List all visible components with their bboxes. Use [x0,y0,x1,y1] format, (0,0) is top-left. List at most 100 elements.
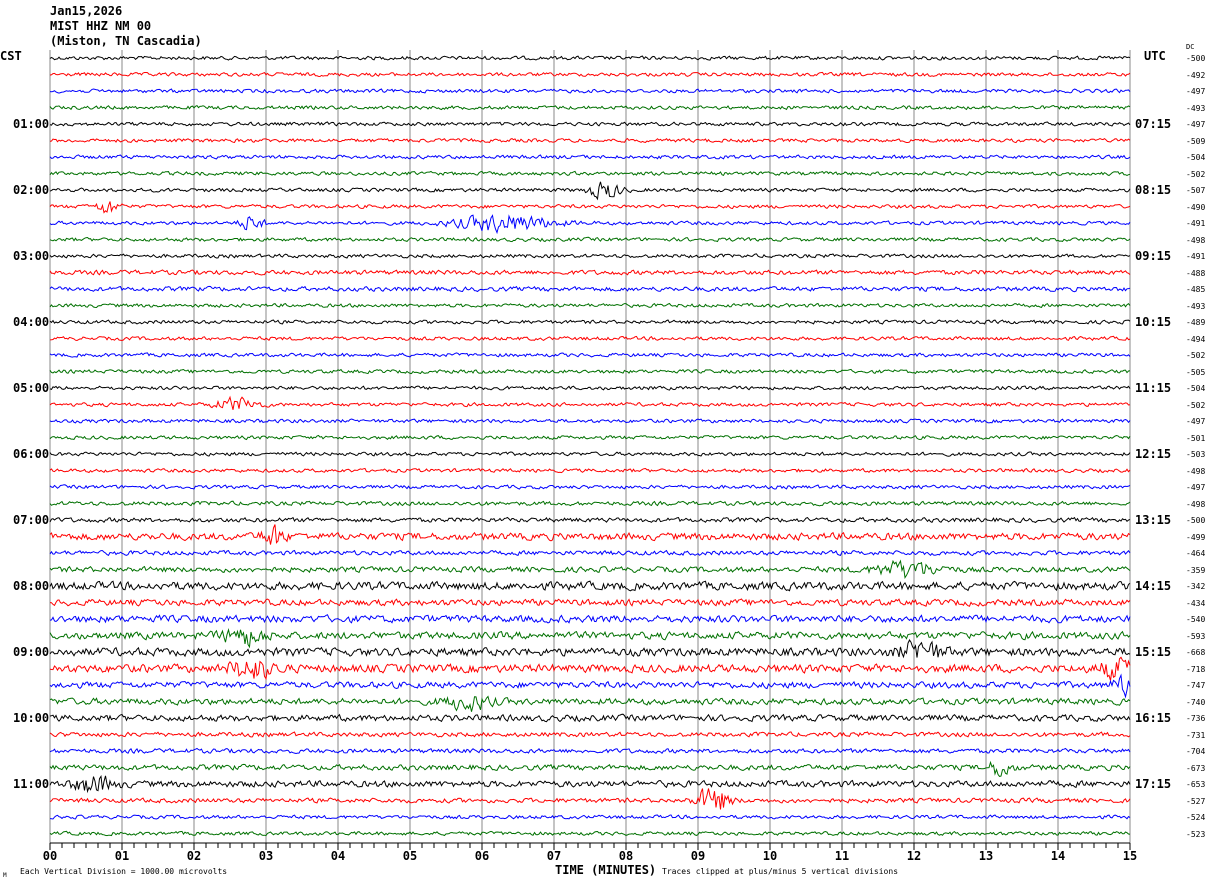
dc-offset-label: -502 [1186,351,1206,360]
utc-hour-label: 15:15 [1135,645,1172,659]
utc-hour-label: 08:15 [1135,183,1172,197]
x-tick-label: 08 [618,849,634,863]
clip-note: Traces clipped at plus/minus 5 vertical … [662,867,899,876]
seismic-trace [49,214,1131,235]
x-tick-label: 07 [546,849,562,863]
seismic-trace [49,236,1131,243]
dc-offset-label: -491 [1186,252,1206,261]
x-tick-label: 04 [330,849,346,863]
seismic-trace [49,352,1131,358]
dc-offset-label: -485 [1186,285,1206,294]
dc-offset-label: -593 [1186,631,1206,641]
dc-offset-label: -747 [1186,681,1206,690]
right-timezone: UTC [1144,49,1166,63]
seismic-trace [49,524,1131,545]
dc-offset-label: -500 [1186,54,1206,63]
utc-hour-label: 17:15 [1135,777,1172,791]
x-tick-label: 01 [114,849,130,863]
dc-offset-label: -502 [1186,400,1206,410]
dc-offset-label: -503 [1186,450,1206,459]
seismic-trace [49,104,1131,111]
dc-offset-label: -497 [1186,417,1206,426]
seismic-trace [49,639,1131,659]
scale-note: Each Vertical Division = 1000.00 microvo… [20,867,228,876]
dc-offset-label: -489 [1186,318,1206,327]
dc-offset-label: -505 [1186,367,1206,377]
utc-hour-label: 10:15 [1135,315,1172,329]
x-axis-title: TIME (MINUTES) [555,863,657,877]
dc-offset-label: -491 [1186,219,1206,228]
x-tick-label: 13 [978,849,994,863]
x-tick-label: 09 [690,849,706,863]
seismic-trace [49,467,1131,474]
x-tick-label: 12 [906,849,922,863]
seismic-trace [49,580,1131,592]
seismic-trace [49,549,1131,557]
utc-hour-label: 12:15 [1135,447,1172,461]
seismic-trace [49,137,1131,144]
seismic-trace [49,285,1131,293]
seismic-trace [49,628,1131,649]
x-tick-label: 10 [762,849,778,863]
seismic-trace [49,154,1131,160]
utc-hour-label: 07:15 [1135,117,1172,131]
seismic-trace [49,269,1131,276]
dc-offset-label: -434 [1186,598,1206,608]
seismic-trace [49,181,1131,201]
cst-hour-label: 09:00 [13,645,50,659]
seismic-trace [49,434,1131,441]
station-label: MIST HHZ NM 00 [50,19,152,33]
seismic-trace [49,121,1131,127]
utc-hour-label: 11:15 [1135,381,1172,395]
seismic-trace [49,71,1131,78]
dc-offset-label: -500 [1186,516,1206,525]
utc-hour-label: 13:15 [1135,513,1172,527]
dc-offset-label: -540 [1186,615,1206,624]
x-tick-label: 15 [1122,849,1138,863]
seismic-trace [49,88,1131,94]
dc-offset-label: -497 [1186,483,1206,492]
cst-hour-label: 11:00 [13,777,50,791]
seismic-trace [49,760,1131,777]
seismic-trace [49,302,1131,309]
cst-hour-label: 02:00 [13,183,50,197]
dc-offset-label: -492 [1186,70,1206,80]
dc-offset-label: -494 [1186,334,1206,344]
seismic-trace [49,774,1131,794]
seismic-trace [49,319,1131,325]
corner-mark: M [3,872,7,879]
seismic-trace [49,788,1131,810]
dc-offset-label: -502 [1186,169,1206,179]
dc-offset-label: -704 [1186,747,1206,756]
utc-hour-label: 09:15 [1135,249,1172,263]
dc-offset-label: -527 [1186,796,1206,806]
dc-offset-label: -493 [1186,103,1206,113]
seismic-trace [49,335,1131,342]
seismic-trace [49,55,1131,61]
dc-offset-label: -501 [1186,433,1206,443]
dc-offset-label: -497 [1186,87,1206,96]
dc-offset-label: -359 [1186,565,1206,575]
seismic-trace [49,814,1131,820]
seismic-trace [49,747,1131,755]
x-tick-label: 06 [474,849,490,863]
dc-offset-label: -499 [1186,532,1206,542]
dc-offset-label: -736 [1186,714,1206,723]
seismic-trace [49,201,1131,214]
seismic-trace [49,484,1131,490]
x-tick-label: 00 [42,849,58,863]
x-tick-label: 02 [186,849,202,863]
seismic-trace [49,713,1131,723]
seismic-trace [49,418,1131,424]
seismic-trace [49,368,1131,375]
seismic-trace [49,656,1131,681]
dc-offset-label: -523 [1186,829,1206,839]
cst-hour-label: 08:00 [13,579,50,593]
dc-offset-label: -498 [1186,499,1206,509]
left-timezone: CST [0,49,22,63]
seismic-trace [49,695,1131,712]
seismic-trace [49,516,1131,524]
seismic-trace [49,673,1131,699]
dc-offset-label: -497 [1186,120,1206,129]
dc-offset-label: -507 [1186,186,1206,195]
